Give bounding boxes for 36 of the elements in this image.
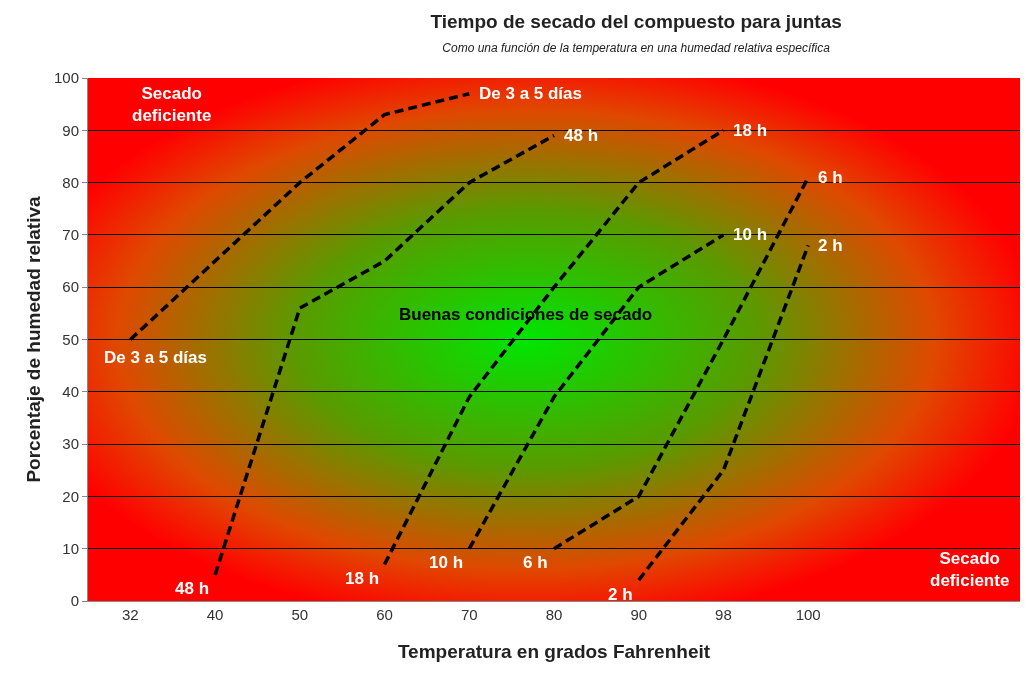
chart-title: Tiempo de secado del compuesto para juntas <box>430 10 842 32</box>
series-label: 6 h <box>523 553 548 572</box>
series-label: 48 h <box>175 579 210 598</box>
y-axis-title: Porcentaje de humedad relativa <box>22 195 44 483</box>
y-tick-label: 70 <box>62 226 79 244</box>
x-axis-title: Temperatura en grados Fahrenheit <box>397 640 711 662</box>
text: De 3 a 5 días <box>104 348 208 367</box>
y-tick-label: 90 <box>62 121 79 139</box>
y-tick-label: 50 <box>62 330 79 348</box>
text: 2 h <box>818 236 843 255</box>
x-tick-label: 50 <box>291 606 309 623</box>
y-tick-label: 10 <box>62 539 79 557</box>
x-tick-label: 32 <box>122 606 139 623</box>
annotation: Secado deficiente <box>132 84 212 126</box>
series-label: De 3 a 5 días <box>479 84 583 103</box>
y-tick-label: 100 <box>53 69 79 87</box>
chart-subtitle: Como una función de la temperatura en una humedad relativa específica <box>442 41 831 56</box>
y-tick-label: 60 <box>62 278 79 296</box>
y-tick-label: 0 <box>70 592 79 610</box>
x-tick-label: 40 <box>206 606 224 623</box>
series-label: 10 h <box>429 553 464 572</box>
y-tick-label: 40 <box>62 383 79 401</box>
series-label: 18 h <box>345 569 380 588</box>
x-tick-label: 98 <box>715 606 732 623</box>
text: 48 h <box>564 126 599 145</box>
y-tick-label: 80 <box>62 173 79 191</box>
series-label: 2 h <box>608 585 633 604</box>
x-tick-label: 60 <box>376 606 393 623</box>
annotation: Buenas condiciones de secado <box>399 305 653 324</box>
annotation: Secado deficiente <box>930 549 1010 591</box>
x-tick-label: 100 <box>795 606 821 623</box>
y-tick-label: 30 <box>62 435 79 453</box>
x-tick-label: 70 <box>460 606 478 623</box>
x-tick-label: 90 <box>630 606 648 623</box>
x-tick-label: 80 <box>545 606 563 623</box>
y-tick-label: 20 <box>62 487 79 505</box>
